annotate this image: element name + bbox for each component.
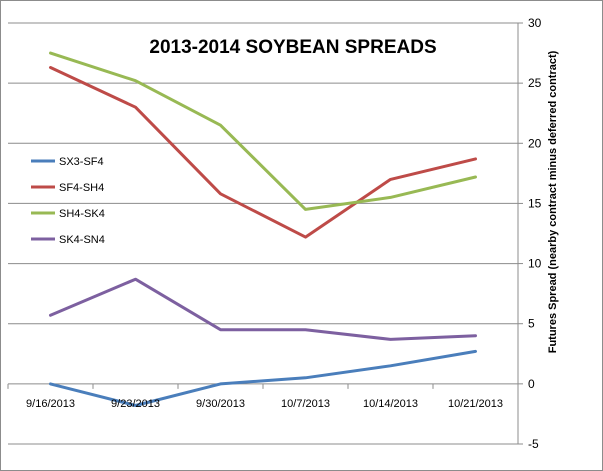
- y-tick-label: 5: [528, 317, 535, 331]
- x-tick-label: 9/23/2013: [111, 398, 160, 410]
- legend-label: SX3-SF4: [59, 156, 104, 168]
- series-lines: 9/16/2013 9/23/2013 9/30/2013 10/7/2013 10/1…: [26, 51, 503, 410]
- series-line-sk4-sn4: [49, 277, 477, 341]
- x-tick-label: 9/30/2013: [196, 398, 245, 410]
- legend-label: SF4-SH4: [59, 182, 104, 194]
- y-tick-label: 0: [528, 377, 535, 391]
- y-tick-label: 25: [528, 76, 542, 90]
- series-line-sh4-sk4: [49, 51, 477, 211]
- series-line-sf4-sh4: [49, 66, 477, 239]
- y-tick-label: -5: [528, 437, 539, 451]
- x-tick-label: 10/21/2013: [448, 398, 503, 410]
- legend-label: SH4-SK4: [59, 208, 105, 220]
- y-tick-label: 30: [528, 16, 542, 30]
- y-tick-label: 15: [528, 196, 542, 210]
- x-tick-label: 10/7/2013: [281, 398, 330, 410]
- y-tick-label: 20: [528, 136, 542, 150]
- legend: SX3-SF4 SF4-SH4 SH4-SK4 SK4-SN4: [31, 156, 105, 246]
- series-line-sx3-sf4: [49, 349, 477, 407]
- x-tick-label: 9/16/2013: [26, 398, 75, 410]
- legend-label: SK4-SN4: [59, 234, 105, 246]
- chart-title: 2013-2014 SOYBEAN SPREADS: [149, 37, 436, 58]
- y-tick-label: 10: [528, 257, 542, 271]
- gridlines: [8, 22, 518, 445]
- y-axis-label: Futures Spread (nearby contract minus de…: [547, 50, 559, 353]
- axes: -5 0 5 10 15 20 25 30: [7, 16, 542, 451]
- x-tick-label: 10/14/2013: [363, 398, 418, 410]
